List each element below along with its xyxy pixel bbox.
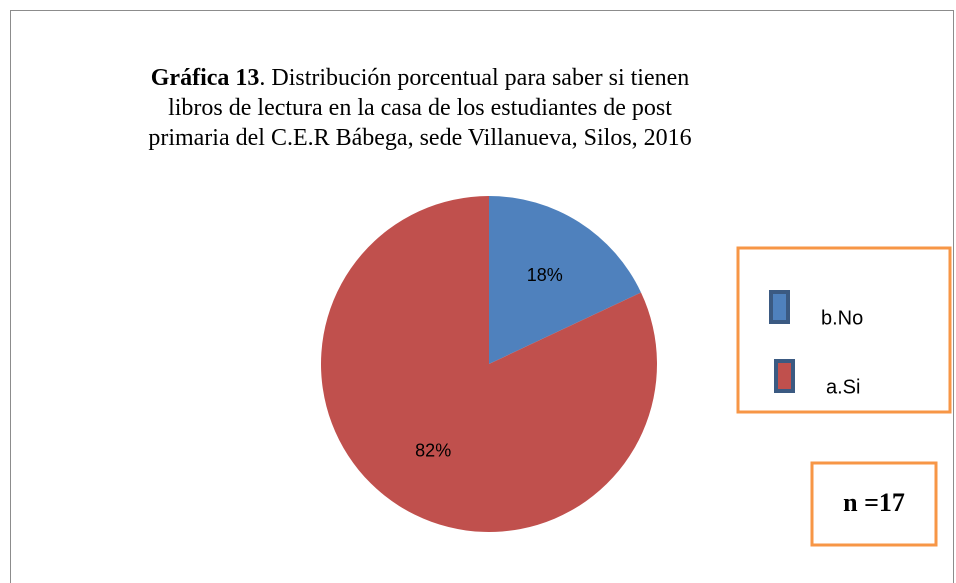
legend-label: b.No [821, 307, 863, 329]
legend-swatch [774, 359, 795, 393]
pie-slice [489, 196, 642, 364]
annotation-box [810, 461, 938, 547]
chart-title: Gráfica 13. Distribución porcentual para… [140, 63, 700, 153]
annotation: n =17 [843, 488, 905, 517]
title-label: Gráfica 13 [150, 65, 260, 91]
legend-swatch [769, 290, 790, 324]
legend-box [736, 246, 952, 414]
title-text: . Distribución porcentual para saber si … [148, 65, 692, 151]
data-label: 82% [415, 441, 451, 461]
legend-label: a.Si [826, 376, 860, 398]
pie-slice [320, 196, 657, 533]
data-label: 18% [527, 265, 563, 285]
chart-frame [10, 10, 954, 583]
